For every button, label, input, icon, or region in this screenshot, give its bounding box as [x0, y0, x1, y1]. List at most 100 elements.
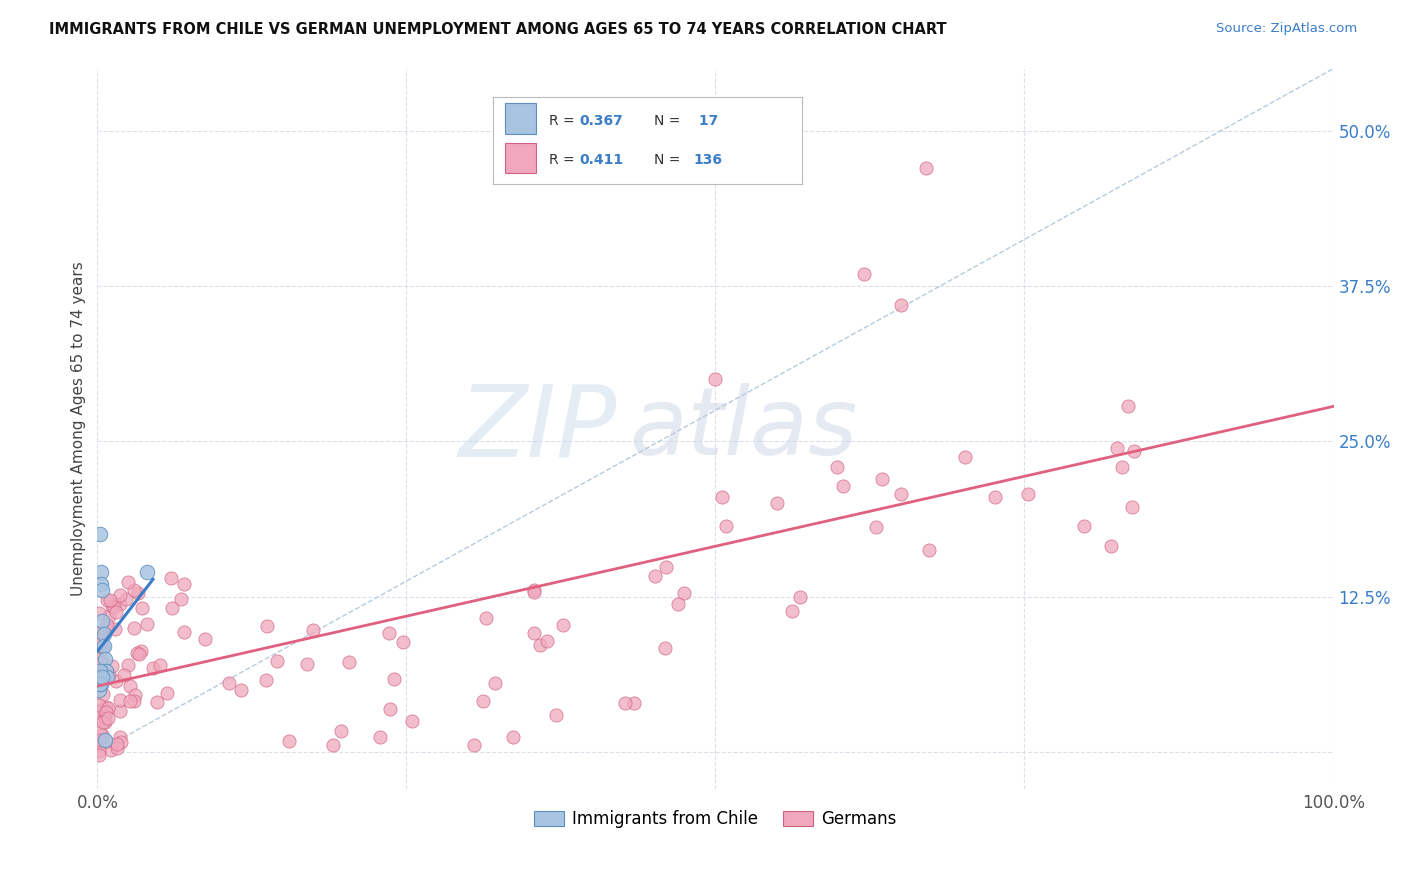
Point — [98, 592, 121, 607]
Point — [89, 632, 111, 647]
Point — [94, 714, 117, 729]
Point — [94, 705, 117, 719]
Point — [392, 634, 415, 648]
Point — [96, 670, 118, 684]
Point — [87, 698, 110, 712]
Point — [105, 741, 128, 756]
Point — [852, 267, 875, 281]
Point — [623, 697, 645, 711]
Point — [91, 671, 114, 685]
Point — [231, 683, 253, 698]
Point — [983, 491, 1005, 505]
Point — [170, 592, 193, 607]
Point — [666, 597, 689, 611]
Point — [96, 618, 118, 632]
Point — [110, 734, 132, 748]
Point — [101, 599, 124, 614]
Point — [90, 565, 112, 579]
Point — [91, 670, 114, 684]
Point — [90, 577, 112, 591]
Point — [94, 732, 117, 747]
Point — [117, 575, 139, 590]
Point — [108, 730, 131, 744]
Point — [87, 705, 110, 719]
Point — [870, 472, 893, 486]
Y-axis label: Unemployment Among Ages 65 to 74 years: Unemployment Among Ages 65 to 74 years — [72, 261, 86, 596]
Point — [953, 450, 976, 465]
Point — [89, 725, 111, 739]
Point — [124, 689, 146, 703]
Point — [135, 565, 157, 579]
Point — [551, 617, 574, 632]
Point — [87, 744, 110, 758]
Point — [91, 583, 114, 598]
Point — [112, 668, 135, 682]
Point — [87, 639, 110, 653]
Point — [110, 693, 132, 707]
Text: atlas: atlas — [628, 384, 858, 475]
Point — [149, 657, 172, 672]
Point — [218, 676, 240, 690]
Point — [122, 583, 145, 598]
Point — [91, 640, 114, 654]
Point — [644, 569, 666, 583]
Point — [382, 673, 405, 687]
Point — [142, 661, 165, 675]
Point — [127, 646, 149, 660]
Point — [91, 673, 114, 688]
Point — [890, 297, 912, 311]
Point — [87, 733, 110, 747]
Point — [544, 707, 567, 722]
Point — [90, 656, 112, 670]
Point — [108, 597, 131, 611]
Point — [302, 623, 325, 637]
Point — [89, 672, 111, 686]
Point — [96, 666, 118, 681]
Point — [917, 543, 939, 558]
Point — [91, 728, 114, 742]
Point — [96, 593, 118, 607]
Point — [322, 739, 344, 753]
Point — [91, 714, 114, 729]
Point — [529, 638, 551, 652]
Point — [136, 616, 159, 631]
Point — [1122, 444, 1144, 458]
Point — [256, 619, 278, 633]
Point — [536, 633, 558, 648]
Point — [825, 459, 848, 474]
Point — [378, 701, 401, 715]
Point — [704, 372, 727, 386]
Point — [91, 629, 114, 643]
Point — [89, 527, 111, 541]
Point — [117, 658, 139, 673]
Point — [96, 621, 118, 635]
Point — [471, 694, 494, 708]
Point — [831, 479, 853, 493]
Point — [89, 664, 111, 678]
Point — [89, 676, 111, 690]
Point — [94, 652, 117, 666]
Point — [160, 571, 183, 585]
Point — [890, 487, 912, 501]
Point — [90, 624, 112, 639]
Point — [1107, 441, 1129, 455]
Point — [173, 624, 195, 639]
Point — [108, 704, 131, 718]
Point — [145, 695, 167, 709]
Point — [118, 694, 141, 708]
Point — [368, 730, 391, 744]
Point — [105, 737, 128, 751]
Point — [91, 662, 114, 676]
Point — [614, 697, 637, 711]
Point — [484, 675, 506, 690]
Point — [100, 659, 122, 673]
Point — [789, 591, 811, 605]
Point — [173, 577, 195, 591]
Point — [1099, 539, 1122, 553]
Text: ZIP: ZIP — [458, 380, 617, 477]
Point — [94, 700, 117, 714]
Point — [103, 599, 125, 614]
Point — [89, 637, 111, 651]
Point — [523, 584, 546, 599]
Point — [122, 694, 145, 708]
